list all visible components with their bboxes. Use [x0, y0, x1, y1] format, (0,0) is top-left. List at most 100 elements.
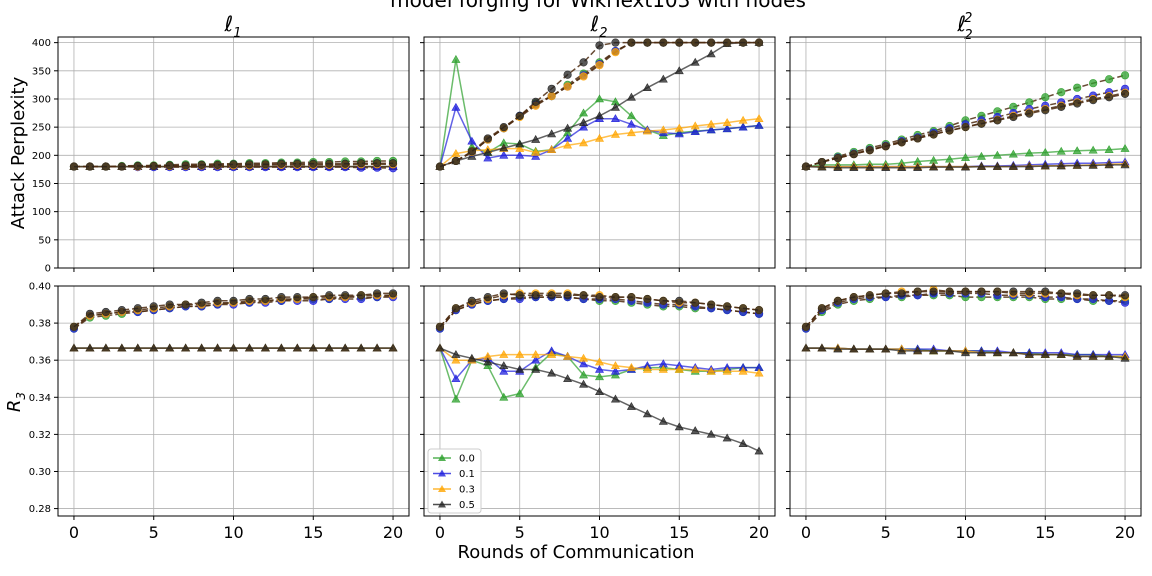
series-solid-0.3-point	[674, 123, 684, 132]
y-tick-label: 0.28	[29, 504, 51, 515]
series-solid-0.5-point	[897, 163, 907, 172]
series-dashed-0.5-point	[754, 306, 764, 315]
series-dashed-0.5-point	[659, 38, 668, 47]
series-solid-0.5-point	[292, 343, 302, 352]
series-solid-0.1-point	[722, 124, 732, 133]
series-solid-0.1-point	[451, 102, 461, 111]
series-dashed-0.5-point	[213, 296, 222, 305]
series-solid-0.3-point	[515, 350, 525, 358]
series-solid-0.5-point	[594, 387, 605, 396]
series-solid-0.0-point	[451, 394, 461, 403]
series-solid-0.0-point	[499, 392, 509, 401]
series-dashed-0.5-point	[579, 58, 588, 67]
series-dashed-0.5-point	[1104, 93, 1114, 102]
series-solid-0.3-point	[658, 364, 668, 373]
x-tick-label: 20	[383, 523, 403, 542]
series-dashed-0.5-line	[439, 292, 760, 328]
legend-entry-0.5: 0.5	[433, 500, 475, 511]
series-solid-0.5-point	[658, 416, 668, 425]
series-solid-0.1-point	[483, 153, 493, 162]
series-dashed-0.5-point	[1009, 287, 1018, 296]
series-solid-0.5-point	[547, 368, 557, 377]
series-solid-0.5	[801, 160, 1130, 172]
y-tick-label: 200	[32, 151, 51, 162]
y-tick-label: 350	[32, 66, 51, 77]
series-dashed-0.5-point	[865, 146, 874, 155]
series-solid-0.1-point	[579, 359, 589, 368]
series-dashed-0.5-point	[817, 304, 827, 313]
series-solid-0.5-point	[626, 92, 636, 101]
series-dashed-0.5-point	[372, 159, 382, 168]
column-title-1: ℓ1	[224, 12, 242, 41]
series-solid-0.5-point	[356, 343, 366, 352]
series-dashed-0.5-point	[277, 293, 286, 302]
series-solid-0.5-point	[865, 163, 875, 172]
y-tick-label: 50	[38, 235, 51, 246]
series-solid-0.5-point	[276, 343, 286, 352]
series-dashed-0.5-point	[149, 302, 158, 311]
series-solid-0.0-point	[579, 370, 589, 379]
series-solid-0.3-point	[738, 115, 748, 124]
series-solid-0.5-point	[1120, 160, 1130, 169]
series-dashed-0.5-point	[117, 162, 126, 171]
series-dashed-0.5-point	[181, 300, 190, 309]
series-dashed-0.5-point	[467, 147, 476, 156]
series-dashed-0.5-point	[69, 162, 79, 171]
series-dashed-0.5-point	[451, 304, 461, 313]
series-dashed-0.5-point	[1041, 287, 1050, 296]
legend-marker	[438, 469, 446, 477]
series-solid-0.5-point	[642, 83, 652, 92]
series-dashed-0.5-point	[611, 293, 620, 302]
series-dashed-0.5-point	[435, 322, 445, 331]
series-solid-0.5-point	[515, 139, 525, 148]
series-solid-0.0-point	[976, 151, 986, 160]
series-solid-0.5-point	[213, 343, 223, 352]
figure-title: model forging for WikiText103 with nodes	[390, 0, 806, 12]
series-dashed-0.5-point	[913, 287, 922, 296]
series-solid-0.5-point	[1072, 160, 1082, 169]
series-solid-0.5-point	[563, 123, 573, 132]
series-solid-0.0-point	[1024, 148, 1034, 157]
series-solid-0.3-point	[531, 147, 541, 156]
series-solid-0.3-point	[579, 353, 589, 362]
series-solid-0.5-point	[1056, 161, 1066, 170]
series-dashed-0.5-point	[675, 38, 684, 47]
series-solid-0.5-point	[372, 343, 382, 352]
series-solid-0.5-point	[722, 433, 732, 442]
series-solid-0.5-point	[833, 344, 843, 353]
series-dashed-0.5-point	[723, 302, 732, 311]
series-solid-0.5-point	[563, 374, 573, 383]
series-dashed-0.0-point	[1104, 75, 1114, 84]
legend-label: 0.1	[459, 469, 475, 480]
series-solid-0.1-point	[467, 136, 477, 145]
series-dashed-0.5-point	[181, 161, 190, 170]
series-dashed-0.5-line	[74, 162, 393, 168]
legend-label: 0.5	[459, 500, 475, 511]
series-solid-0.0-point	[579, 108, 589, 117]
series-solid-0.5-point	[674, 66, 684, 75]
series-dashed-0.5-point	[1089, 291, 1098, 300]
series-dashed-0.5-point	[611, 38, 620, 47]
series-solid-0.5-point	[658, 74, 668, 83]
series-dashed-0.5-point	[245, 160, 254, 169]
series-dashed-0.5-point	[499, 289, 508, 298]
series-solid-0.3-point	[563, 351, 573, 360]
legend-marker	[438, 500, 446, 508]
panel-perplexity-l2-squared	[786, 36, 1142, 272]
x-tick-label: 5	[515, 523, 525, 542]
series-dashed-0.0-point	[1089, 79, 1098, 88]
series-solid-0.0-point	[594, 94, 605, 103]
series-solid-0.5-point	[85, 343, 95, 352]
series-dashed-0.5-point	[627, 293, 636, 302]
panel-r3-l2-squared: 0 5 10 15 20	[786, 285, 1142, 542]
series-dashed-0.5-point	[229, 160, 238, 169]
series-solid-0.5-point	[1040, 350, 1050, 358]
series-solid-0.5-point	[499, 143, 509, 152]
series-dashed-0.5-point	[133, 161, 142, 171]
series-solid-0.5-point	[515, 364, 525, 373]
series-solid-0.5-point	[865, 344, 875, 353]
series-dashed-0.5	[801, 89, 1130, 171]
series-dashed-0.5-point	[341, 159, 350, 168]
series-dashed-0.5-point	[293, 159, 302, 168]
